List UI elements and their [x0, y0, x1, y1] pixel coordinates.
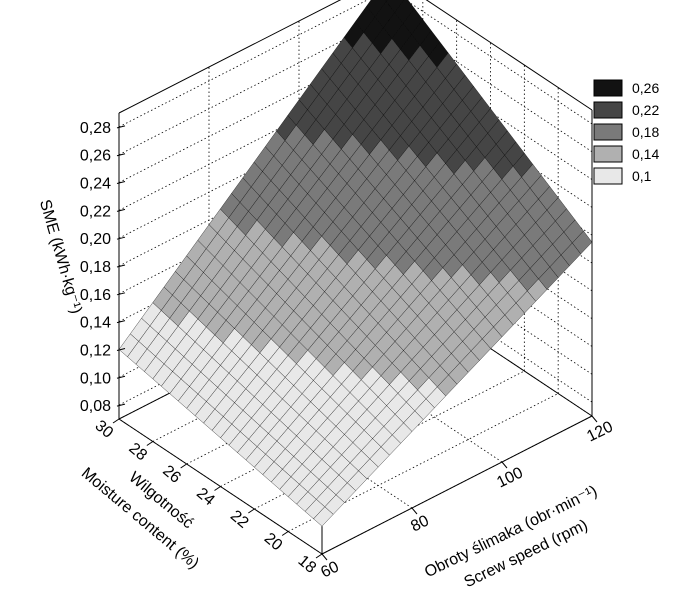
- legend-label: 0,18: [632, 124, 659, 140]
- z-axis-title: SME (kWh·kg⁻¹): [36, 198, 85, 316]
- legend-label: 0,22: [632, 102, 659, 118]
- z-tick-label: 0,22: [80, 203, 111, 220]
- z-tick-label: 0,18: [80, 259, 111, 276]
- legend: 0,26 0,22 0,18 0,14 0,1: [593, 79, 659, 185]
- legend-swatch: [593, 123, 623, 141]
- legend-swatch: [593, 101, 623, 119]
- z-tick-label: 0,08: [80, 398, 111, 415]
- z-tick-label: 0,28: [80, 120, 111, 137]
- z-tick-mark: [116, 181, 126, 185]
- z-tick-mark: [116, 375, 126, 379]
- y-tick-label: 22: [227, 507, 252, 532]
- y-tick-mark: [248, 508, 255, 514]
- x-tick-label: 60: [318, 558, 342, 581]
- legend-label: 0,1: [632, 168, 652, 184]
- z-tick-mark: [116, 125, 126, 129]
- legend-swatch: [593, 145, 623, 163]
- response-surface: [118, 0, 593, 554]
- z-tick-label: 0,26: [80, 148, 111, 165]
- z-tick-mark: [116, 403, 126, 407]
- z-tick-label: 0,12: [80, 342, 111, 359]
- z-tick-mark: [116, 153, 126, 157]
- z-tick-mark: [116, 347, 126, 351]
- y-tick-mark: [315, 553, 323, 559]
- z-tick-mark: [116, 236, 126, 240]
- back-wall-gridline: [118, 0, 369, 128]
- legend-label: 0,26: [632, 80, 659, 96]
- legend-swatch: [593, 79, 623, 97]
- floor-gridline: [287, 393, 559, 532]
- y-tick-label: 20: [261, 530, 286, 555]
- z-tick-label: 0,16: [80, 287, 111, 304]
- z-tick-label: 0,24: [80, 176, 111, 193]
- surface-cell: [313, 506, 334, 527]
- y-tick-label: 24: [193, 485, 218, 510]
- z-tick-label: 0,14: [80, 315, 111, 332]
- y-tick-mark: [214, 486, 221, 491]
- box-edge: [321, 415, 593, 555]
- y-tick-label: 30: [92, 417, 117, 442]
- legend-swatch: [593, 167, 623, 185]
- x-tick-mark: [321, 553, 328, 561]
- x-tick-mark: [591, 415, 598, 423]
- x-tick-mark: [501, 461, 508, 469]
- x-tick-label: 80: [408, 512, 432, 535]
- legend-label: 0,14: [632, 146, 659, 162]
- side-wall-gridline: [388, 266, 593, 403]
- floor-gridline: [254, 370, 525, 510]
- z-tick-label: 0,20: [80, 231, 111, 248]
- box-edge: [425, 0, 593, 111]
- side-wall-gridline: [388, 238, 593, 375]
- z-tick-mark: [116, 292, 126, 296]
- z-tick-mark: [116, 264, 126, 268]
- z-tick-mark: [116, 208, 126, 212]
- y-tick-label: 28: [125, 440, 150, 465]
- z-tick-mark: [116, 320, 126, 324]
- x-tick-label: 120: [584, 418, 616, 445]
- y-tick-label: 18: [295, 552, 320, 577]
- side-wall-gridline: [388, 211, 593, 347]
- z-tick-label: 0,10: [80, 370, 111, 387]
- x-tick-mark: [411, 507, 418, 515]
- box-edge: [118, 0, 342, 114]
- y-tick-mark: [112, 418, 120, 424]
- y-tick-mark: [146, 441, 154, 446]
- y-tick-mark: [180, 463, 187, 469]
- x-tick-label: 100: [494, 464, 526, 491]
- y-tick-mark: [281, 531, 289, 536]
- y-tick-label: 26: [159, 462, 184, 487]
- floor-gridline: [298, 326, 503, 463]
